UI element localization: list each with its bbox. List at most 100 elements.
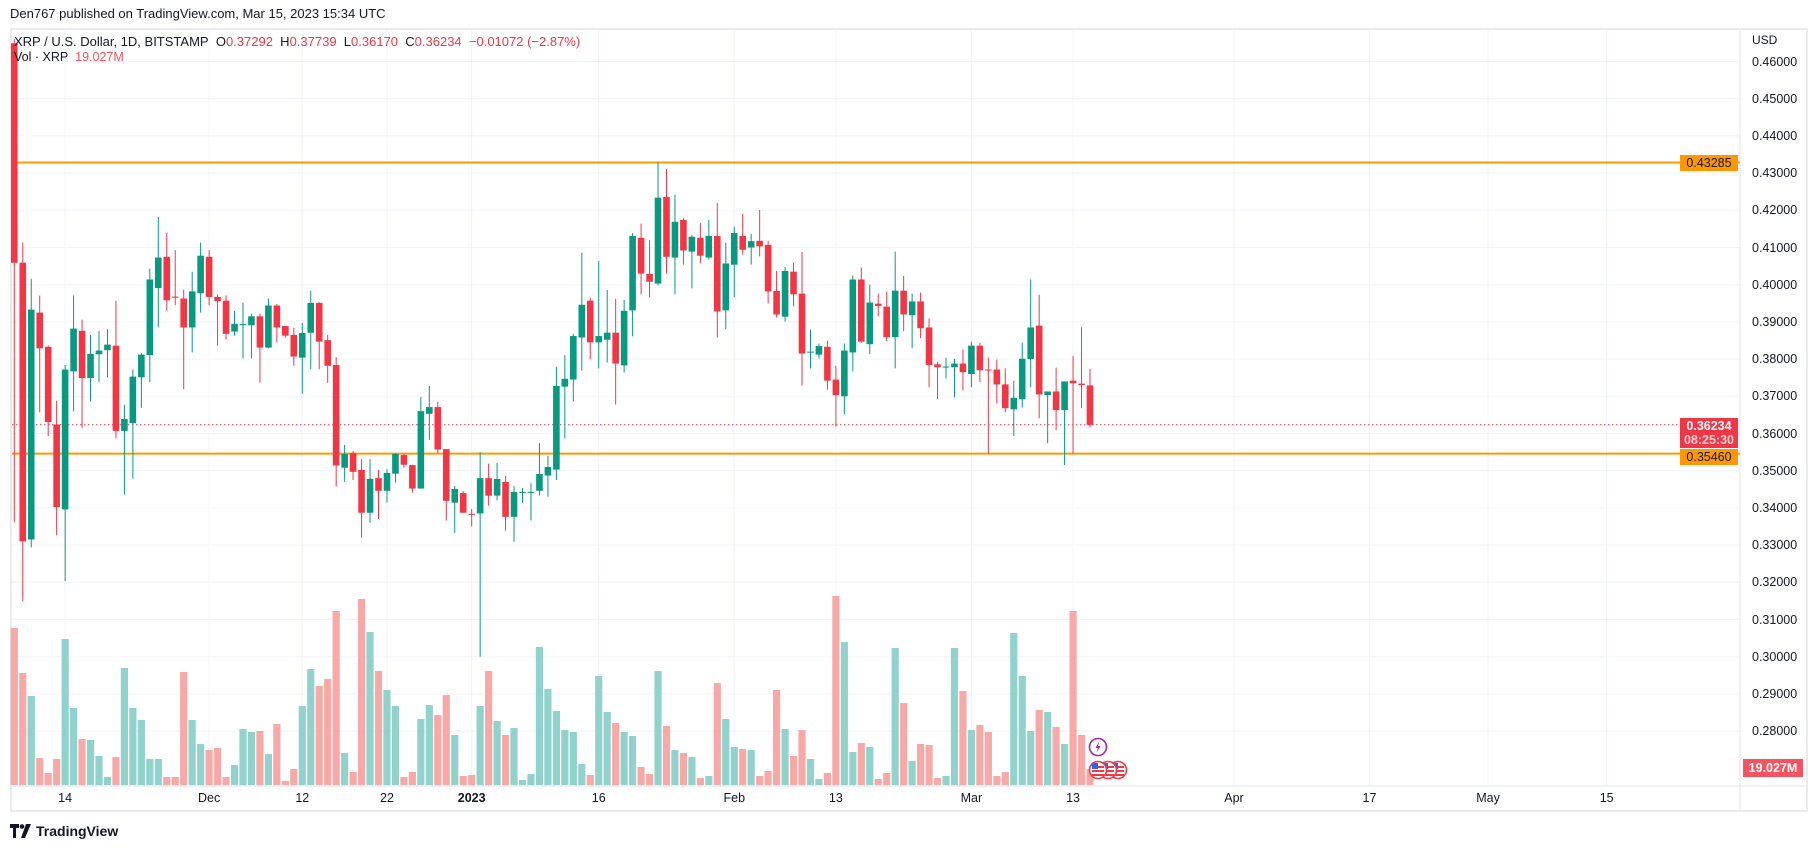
candle bbox=[798, 251, 806, 386]
volume-label: Vol · XRP bbox=[14, 50, 69, 64]
candle bbox=[824, 340, 831, 390]
candle bbox=[942, 357, 950, 379]
candle-body bbox=[756, 240, 763, 247]
volume-bar bbox=[849, 752, 857, 785]
candle-body bbox=[315, 302, 323, 342]
flag-stripe bbox=[1111, 770, 1124, 772]
candle bbox=[502, 475, 509, 531]
volume-bar bbox=[679, 753, 688, 785]
candle-body bbox=[722, 263, 730, 311]
time-tick-label: Dec bbox=[197, 791, 221, 805]
high-value: 0.37739 bbox=[289, 34, 337, 49]
volume-bar bbox=[374, 671, 383, 785]
candle-body bbox=[104, 344, 111, 351]
time-tick-label: Feb bbox=[723, 791, 746, 805]
volume-bar bbox=[264, 754, 272, 785]
time-tick-label: 13 bbox=[1066, 791, 1080, 805]
candle bbox=[578, 252, 586, 371]
volume-bar bbox=[713, 683, 721, 785]
candle bbox=[129, 369, 137, 479]
candle bbox=[646, 240, 653, 298]
candle-body bbox=[324, 340, 331, 366]
candle bbox=[188, 271, 196, 353]
candle-body bbox=[1027, 327, 1034, 360]
candle-body bbox=[188, 291, 196, 328]
volume-bar bbox=[501, 735, 510, 785]
volume-bar bbox=[357, 599, 366, 785]
candle bbox=[620, 299, 628, 373]
candle bbox=[358, 459, 365, 538]
candle bbox=[925, 318, 933, 388]
candle-body bbox=[307, 302, 315, 333]
candle-body bbox=[553, 385, 560, 470]
last-price-tag: 0.36234 08:25:30 bbox=[1680, 418, 1738, 448]
volume-bar bbox=[620, 732, 628, 785]
volume-bar bbox=[933, 778, 942, 785]
volume-bar bbox=[324, 679, 332, 785]
event-markers bbox=[1088, 737, 1128, 780]
candle-body bbox=[442, 449, 450, 501]
volume-bar bbox=[874, 779, 882, 785]
candle bbox=[231, 310, 238, 336]
candle-body bbox=[705, 235, 713, 258]
currency-label: USD bbox=[1752, 33, 1778, 47]
volume-bar bbox=[95, 756, 103, 785]
candle bbox=[400, 453, 408, 468]
brand-name: TradingView bbox=[36, 823, 119, 839]
candle bbox=[409, 464, 416, 493]
price-tick-label: 0.33000 bbox=[1752, 538, 1798, 553]
volume-bar bbox=[171, 777, 179, 785]
change-value: −0.01072 (−2.87%) bbox=[468, 34, 581, 49]
candle-body bbox=[561, 378, 569, 387]
volume-bar bbox=[129, 708, 137, 785]
volume-bar bbox=[53, 759, 61, 785]
volume-value-tag: 19.027M bbox=[1743, 759, 1803, 777]
volume-bar bbox=[815, 779, 823, 785]
volume-bar bbox=[103, 777, 112, 785]
candle bbox=[570, 333, 577, 402]
candle-body bbox=[832, 379, 840, 396]
resistance-price-tag: 0.43285 bbox=[1680, 155, 1738, 171]
volume-bar bbox=[866, 747, 874, 785]
candle-body bbox=[366, 478, 374, 513]
price-tick-label: 0.32000 bbox=[1752, 575, 1798, 590]
candle bbox=[214, 294, 221, 346]
candle bbox=[1061, 381, 1068, 466]
tradingview-logo[interactable]: TradingView bbox=[10, 823, 118, 839]
candle-body bbox=[468, 513, 475, 515]
candle bbox=[790, 262, 797, 307]
symbol-legend[interactable]: XRP / U.S. Dollar, 1D, BITSTAMP O0.37292… bbox=[14, 34, 580, 50]
candle bbox=[739, 214, 747, 255]
price-tick-label: 0.44000 bbox=[1752, 128, 1798, 143]
candle bbox=[70, 295, 77, 412]
candle-body bbox=[510, 491, 518, 517]
candle-body bbox=[485, 478, 492, 496]
close-label: C bbox=[405, 34, 415, 49]
volume-bar bbox=[586, 775, 594, 785]
volume-bar bbox=[561, 730, 569, 785]
volume-bar bbox=[485, 671, 493, 785]
candle bbox=[493, 462, 501, 501]
volume-bar bbox=[1060, 744, 1069, 785]
candle bbox=[832, 365, 840, 427]
candle-body bbox=[1044, 391, 1051, 396]
volume-legend[interactable]: Vol · XRP 19.027M bbox=[14, 50, 124, 64]
volume-bar bbox=[688, 757, 696, 785]
candle-body bbox=[942, 366, 950, 368]
candle bbox=[527, 482, 535, 521]
candle-body bbox=[1052, 391, 1060, 411]
candle-body bbox=[1078, 383, 1085, 386]
candle-body bbox=[663, 196, 670, 257]
volume-bar bbox=[671, 750, 679, 785]
volume-bar bbox=[137, 720, 145, 785]
candle bbox=[53, 400, 60, 536]
candle bbox=[764, 240, 772, 304]
volume-bar bbox=[408, 772, 416, 785]
candle bbox=[637, 223, 645, 295]
volume-bar bbox=[595, 676, 603, 785]
candle-body bbox=[536, 474, 543, 491]
candle-body bbox=[451, 488, 459, 503]
flag-stripe bbox=[1101, 774, 1114, 776]
candle bbox=[163, 232, 171, 311]
